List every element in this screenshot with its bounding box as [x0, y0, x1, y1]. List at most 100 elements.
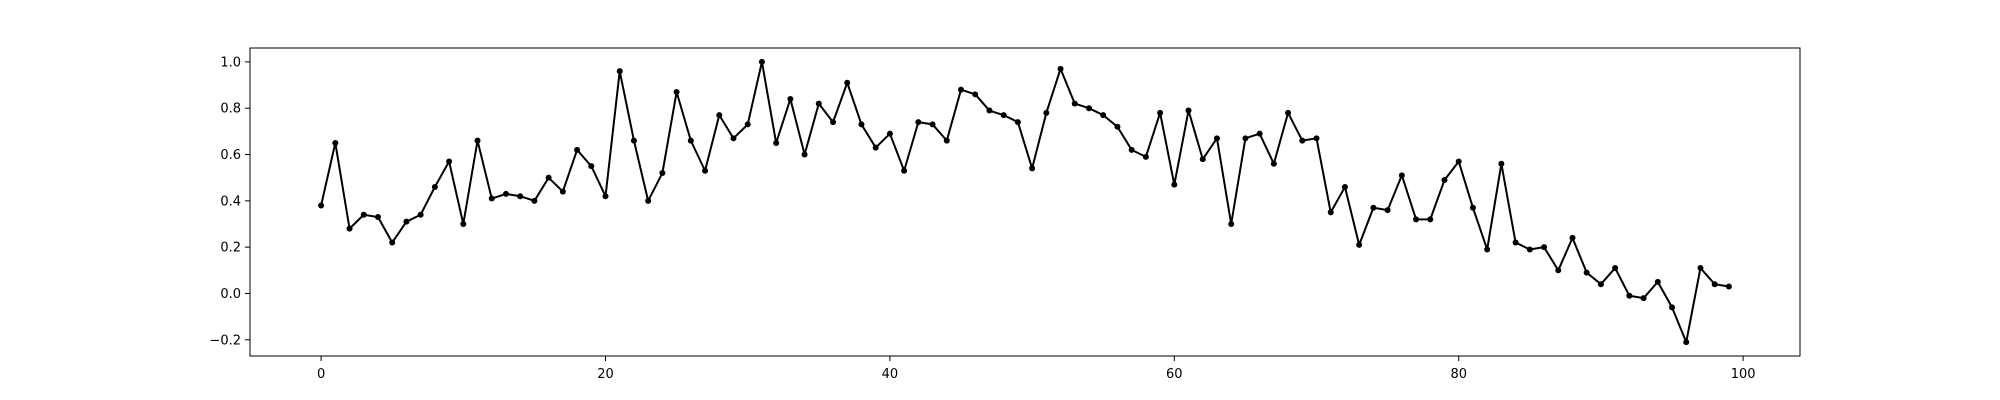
data-point: [858, 121, 865, 128]
data-point: [559, 188, 566, 195]
data-point: [545, 174, 552, 181]
data-point: [1157, 109, 1164, 116]
data-point: [1029, 165, 1036, 172]
data-point: [389, 239, 396, 246]
data-point: [1071, 100, 1078, 107]
data-point: [787, 95, 794, 102]
data-point: [474, 137, 481, 144]
data-point: [1711, 281, 1718, 288]
data-point: [1640, 295, 1647, 302]
series-line: [320, 60, 1730, 344]
data-point: [716, 112, 723, 119]
data-point: [1555, 267, 1562, 274]
data-point: [403, 218, 410, 225]
axes-frame: [249, 47, 1801, 357]
data-point: [1014, 119, 1021, 126]
x-tick-label: 40: [882, 367, 899, 382]
data-point: [659, 170, 666, 177]
x-tick-label: 100: [1731, 367, 1756, 382]
data-point: [1199, 156, 1206, 163]
data-point: [574, 146, 581, 153]
data-point: [943, 137, 950, 144]
data-point: [460, 221, 467, 227]
data-point: [702, 167, 709, 174]
data-point: [1683, 339, 1690, 346]
data-point: [1526, 246, 1533, 253]
x-tick-label: 0: [317, 367, 325, 382]
x-tick-label: 60: [1166, 367, 1183, 382]
data-point: [488, 195, 495, 202]
data-point: [1569, 234, 1576, 241]
data-point: [374, 214, 381, 221]
data-point: [1427, 216, 1434, 223]
data-point: [1327, 209, 1334, 216]
data-point: [1256, 130, 1263, 137]
data-point: [1228, 221, 1235, 227]
data-point: [1128, 146, 1135, 153]
y-tick-label: −0.2: [209, 333, 241, 348]
data-point: [1697, 265, 1704, 271]
data-point: [1270, 160, 1277, 167]
data-point: [346, 225, 353, 232]
data-point: [758, 58, 765, 65]
data-point: [1043, 109, 1050, 116]
data-point: [1384, 207, 1391, 214]
y-tick-label: 0.0: [220, 287, 241, 302]
data-point: [687, 137, 694, 144]
data-point: [1057, 65, 1064, 72]
x-tick-label: 20: [597, 367, 614, 382]
data-point: [1669, 304, 1676, 311]
data-point: [1469, 204, 1476, 211]
data-point: [730, 135, 737, 142]
data-point: [1626, 292, 1633, 299]
data-point: [929, 121, 936, 128]
data-point: [1356, 241, 1363, 248]
data-point: [1185, 107, 1192, 114]
data-point: [1484, 246, 1491, 253]
data-point: [1441, 177, 1448, 183]
data-point: [332, 139, 339, 146]
data-point: [901, 167, 908, 174]
data-point: [630, 137, 637, 144]
y-tick-label: 0.4: [220, 194, 241, 209]
y-axis: −0.2 0.0 0.2 0.4 0.6 0.8 1.0: [209, 55, 250, 348]
data-point: [588, 163, 595, 170]
data-point: [1213, 135, 1220, 142]
data-point: [844, 79, 851, 86]
data-point: [616, 68, 623, 75]
y-tick-label: 0.2: [220, 241, 241, 256]
data-point: [645, 197, 652, 204]
data-point: [1313, 135, 1320, 142]
data-point: [1413, 216, 1420, 223]
data-point: [1455, 158, 1462, 165]
y-tick-label: 1.0: [220, 55, 241, 70]
data-point: [417, 211, 424, 218]
data-point: [872, 144, 879, 151]
data-point: [1597, 281, 1604, 288]
data-point: [446, 158, 453, 165]
x-axis: 0 20 40 60 80 100: [317, 356, 1756, 382]
data-point: [1512, 239, 1519, 246]
plot-area: [318, 58, 1732, 346]
data-point: [531, 197, 538, 204]
data-point: [1583, 269, 1590, 276]
data-point: [1085, 105, 1092, 112]
data-point: [1612, 265, 1619, 271]
data-point: [318, 202, 325, 209]
x-tick-label: 80: [1450, 367, 1467, 382]
data-point: [815, 100, 822, 107]
data-point: [602, 193, 609, 200]
data-point: [517, 193, 524, 200]
data-point: [1171, 181, 1178, 188]
data-point: [1142, 153, 1149, 160]
data-point: [1100, 112, 1107, 119]
data-point: [958, 86, 965, 93]
y-tick-label: 0.8: [220, 102, 241, 117]
data-point: [1114, 123, 1121, 130]
data-point: [915, 119, 922, 126]
data-point: [773, 139, 780, 146]
data-point: [744, 121, 751, 128]
data-point: [1285, 109, 1292, 116]
data-point: [986, 107, 993, 114]
